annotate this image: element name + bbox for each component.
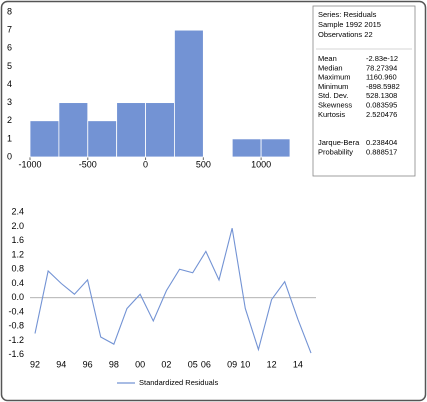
x-tick-label: 05	[188, 359, 198, 369]
y-tick-label: 0	[7, 151, 12, 161]
stats-value: 2.520476	[366, 110, 397, 119]
bar	[29, 120, 60, 158]
stats-box	[312, 5, 416, 177]
stats-label: Maximum	[318, 73, 351, 82]
stats-value: 78.27394	[366, 63, 397, 72]
y-tick-label: 1	[7, 133, 12, 143]
y-tick-label: 0.4	[11, 278, 24, 288]
stats-label: Std. Dev.	[318, 91, 348, 100]
stats-label: Jarque-Bera	[318, 138, 360, 147]
stats-header: Sample 1992 2015	[318, 20, 381, 29]
bar	[174, 29, 204, 158]
bar	[58, 102, 89, 158]
y-tick-label: 4	[7, 79, 12, 89]
x-tick-label: 92	[30, 359, 40, 369]
legend-label: Standardized Residuals	[139, 378, 218, 387]
x-tick-label: 10	[240, 359, 250, 369]
x-tick-label: -1000	[18, 159, 41, 169]
y-tick-label: 7	[7, 25, 12, 35]
y-tick-label: 6	[7, 43, 12, 53]
stats-value: 528.1308	[366, 91, 397, 100]
stats-label: Mean	[318, 54, 337, 63]
stats-value: 0.238404	[366, 138, 397, 147]
x-tick-label: 98	[109, 359, 119, 369]
stats-label: Skewness	[318, 100, 352, 109]
stats-value: 0.083595	[366, 100, 397, 109]
x-tick-label: 0	[143, 159, 148, 169]
y-tick-label: 0.8	[11, 264, 24, 274]
y-tick-label: 8	[7, 6, 12, 16]
y-tick-label: 3	[7, 97, 12, 107]
stats-value: 1160.960	[366, 73, 397, 82]
x-tick-label: 94	[56, 359, 66, 369]
y-tick-label: -1.2	[8, 335, 24, 345]
y-tick-label: 1.6	[11, 235, 24, 245]
y-tick-label: 5	[7, 61, 12, 71]
stats-value: 0.888517	[366, 147, 397, 156]
stats-label: Median	[318, 63, 343, 72]
x-tick-label: 1000	[251, 159, 271, 169]
x-tick-label: 500	[196, 159, 211, 169]
y-tick-label: 0.0	[11, 292, 24, 302]
stats-label: Probability	[318, 147, 353, 156]
bar	[87, 120, 118, 158]
y-tick-label: 1.2	[11, 249, 24, 259]
x-tick-label: -500	[79, 159, 97, 169]
stats-header: Series: Residuals	[318, 10, 377, 19]
stats-header: Observations 22	[318, 30, 373, 39]
x-tick-label: 09	[227, 359, 237, 369]
stats-label: Minimum	[318, 82, 348, 91]
x-tick-label: 14	[293, 359, 303, 369]
y-tick-label: 2.4	[11, 207, 24, 217]
stats-value: -2.83e-12	[366, 54, 398, 63]
bar	[145, 102, 175, 158]
x-tick-label: 06	[201, 359, 211, 369]
x-tick-label: 96	[83, 359, 93, 369]
stats-value: -898.5982	[366, 82, 400, 91]
bar	[116, 102, 146, 158]
stats-label: Kurtosis	[318, 110, 345, 119]
y-tick-label: -0.4	[8, 306, 24, 316]
bar	[260, 138, 291, 158]
x-tick-label: 02	[161, 359, 171, 369]
y-tick-label: 2	[7, 115, 12, 125]
y-tick-label: 2.0	[11, 221, 24, 231]
y-tick-label: -1.6	[8, 349, 24, 359]
x-tick-label: 00	[135, 359, 145, 369]
x-tick-label: 12	[267, 359, 277, 369]
bar	[231, 138, 262, 158]
line	[34, 228, 312, 354]
y-tick-label: -0.8	[8, 321, 24, 331]
